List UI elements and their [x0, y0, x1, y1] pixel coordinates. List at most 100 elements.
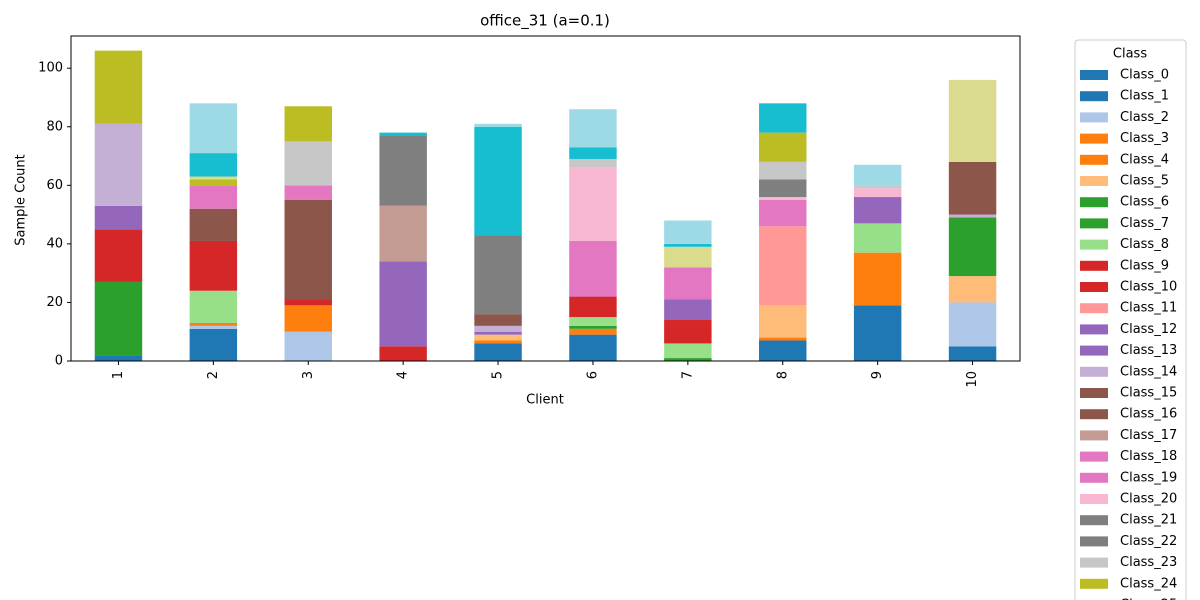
x-tick-label: 10: [965, 371, 980, 388]
legend-swatch: [1080, 303, 1108, 314]
legend-swatch: [1080, 557, 1108, 568]
bar-segment: [284, 299, 332, 306]
bar-segment: [569, 325, 617, 329]
bar-segment: [474, 123, 522, 127]
legend-swatch: [1080, 218, 1108, 229]
legend-label: Class_25: [1120, 598, 1177, 600]
bar-segment: [664, 358, 712, 361]
bar-segment: [474, 340, 522, 344]
legend-swatch: [1080, 239, 1108, 250]
legend-swatch: [1080, 176, 1108, 186]
bar-segment: [664, 320, 712, 344]
bar-segment: [948, 346, 997, 361]
bar-segment: [189, 103, 238, 154]
legend-label: Class_9: [1120, 258, 1169, 273]
y-tick-label: 40: [46, 236, 63, 251]
bar-segment: [189, 290, 238, 323]
x-tick-label: 1: [111, 371, 126, 379]
legend-swatch: [1080, 472, 1108, 483]
legend-swatch: [1080, 112, 1108, 123]
bar-segment: [759, 305, 807, 338]
bar-segment: [284, 141, 332, 186]
legend-label: Class_23: [1120, 555, 1177, 570]
legend-title: Class: [1113, 47, 1147, 62]
bar-segment: [189, 179, 238, 186]
bar-segment: [569, 328, 617, 335]
legend-swatch: [1080, 388, 1108, 398]
legend-label: Class_24: [1120, 576, 1177, 591]
bar-segment: [948, 161, 997, 215]
bar-segment: [569, 109, 617, 148]
legend-label: Class_2: [1120, 110, 1169, 125]
legend-swatch: [1080, 133, 1108, 144]
legend-swatch: [1080, 324, 1108, 335]
bar-segment: [474, 126, 522, 236]
bar-segment: [94, 281, 143, 356]
legend-swatch: [1080, 366, 1108, 377]
bar-segment: [759, 337, 807, 341]
legend-swatch: [1080, 70, 1108, 80]
plot-frame: [70, 35, 1021, 362]
legend-label: Class_17: [1120, 428, 1177, 443]
y-tick-label: 100: [38, 61, 63, 76]
y-axis-label: Sample Count: [14, 154, 29, 245]
y-tick-label: 60: [46, 178, 63, 193]
bar-segment: [189, 153, 238, 177]
legend-label: Class_8: [1120, 237, 1169, 252]
legend-swatch: [1080, 536, 1108, 547]
legend-label: Class_0: [1120, 68, 1169, 83]
bar-segment: [948, 79, 997, 162]
bar-segment: [189, 328, 238, 361]
bar-segment: [189, 185, 238, 209]
bar-segment: [284, 185, 332, 200]
legend-swatch: [1080, 345, 1108, 356]
bar-segment: [759, 132, 807, 162]
bar-segment: [569, 334, 617, 361]
bar-segment: [284, 199, 332, 300]
bar-segment: [474, 334, 522, 341]
bar-segment: [474, 325, 522, 332]
legend-label: Class_21: [1120, 513, 1177, 528]
bar-segment: [759, 226, 807, 306]
legend-label: Class_11: [1120, 301, 1177, 316]
bar-segment: [94, 123, 143, 206]
bar-segment: [189, 176, 238, 180]
x-tick-label: 3: [301, 371, 316, 379]
legend-label: Class_1: [1120, 89, 1169, 104]
bar-segment: [569, 158, 617, 168]
legend-label: Class_6: [1120, 195, 1169, 210]
legend-label: Class_4: [1120, 152, 1169, 167]
legend-swatch: [1080, 430, 1108, 441]
bar-segment: [664, 243, 712, 247]
legend-label: Class_13: [1120, 343, 1177, 358]
bar-segment: [853, 185, 902, 189]
bar-segment: [189, 325, 238, 329]
x-tick-label: 5: [491, 371, 506, 379]
legend-swatch: [1080, 154, 1108, 165]
bar-segment: [664, 220, 712, 244]
bar-segment: [474, 343, 522, 361]
bar-segment: [948, 276, 997, 303]
bar-segment: [569, 317, 617, 326]
bar-segment: [569, 296, 617, 318]
bar-segment: [948, 302, 997, 347]
bar-segment: [379, 346, 427, 361]
bar-segment: [284, 331, 332, 361]
bar-segment: [284, 305, 332, 332]
bar-segment: [189, 240, 238, 291]
bar-segment: [853, 305, 902, 361]
legend-swatch: [1080, 578, 1108, 589]
bar-segment: [569, 240, 617, 297]
legend-swatch: [1080, 197, 1108, 208]
x-tick-label: 2: [206, 371, 221, 379]
x-tick-label: 4: [396, 371, 411, 379]
legend-label: Class_19: [1120, 470, 1177, 485]
legend-swatch: [1080, 260, 1108, 271]
bar-segment: [759, 161, 807, 180]
legend-swatch: [1080, 282, 1108, 292]
y-tick-label: 20: [46, 295, 63, 310]
bar-segment: [759, 340, 807, 361]
bar-segment: [189, 322, 238, 326]
